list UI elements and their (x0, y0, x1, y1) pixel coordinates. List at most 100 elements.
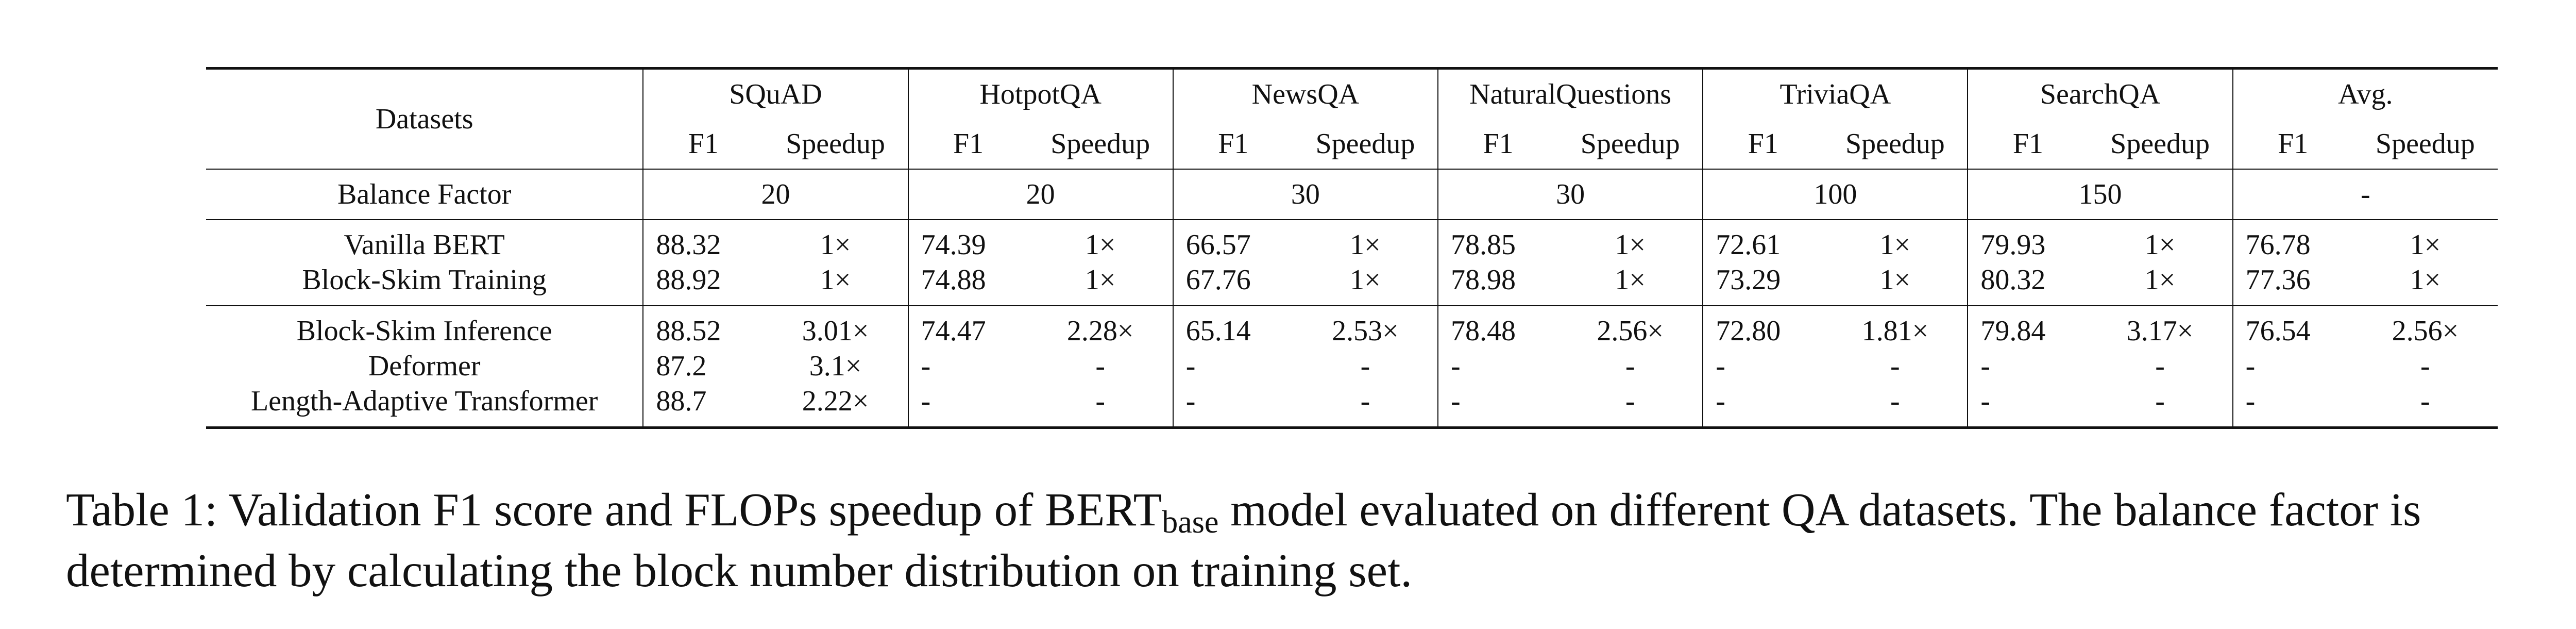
row-label: Vanilla BERT (206, 219, 643, 263)
metric-header-speedup: Speedup (2375, 127, 2475, 160)
speedup-cell: 1× (2352, 219, 2498, 263)
row-label: Block-Skim Inference (206, 305, 643, 349)
f1-cell: - (2232, 384, 2353, 428)
speedup-cell: 1× (1558, 219, 1703, 263)
speedup-cell: - (1625, 350, 1635, 382)
results-table-container: Datasets SQuAD HotpotQA NewsQA NaturalQu… (206, 67, 2498, 429)
baseline-rows-group: Vanilla BERT 88.32 1× 74.39 1× 66.57 1× 78.85 1×… (206, 219, 2498, 306)
speedup-cell: 2.22× (802, 385, 869, 418)
f1-cell: - (1702, 348, 1823, 384)
f1-cell: 78.48 (1437, 305, 1558, 349)
speedup-cell: 1× (1879, 264, 1911, 296)
speedup-cell: 1× (1084, 264, 1116, 296)
f1-cell: - (1967, 384, 2088, 428)
f1-cell: - (1172, 384, 1293, 428)
speedup-cell: 3.01× (763, 305, 908, 349)
f1-cell: - (907, 348, 1028, 384)
metric-header-speedup: Speedup (1580, 127, 1680, 160)
f1-cell: 78.98 (1437, 262, 1558, 306)
balance-factor-cell: 150 (1967, 169, 2233, 220)
speedup-cell: 1× (1028, 219, 1173, 263)
speedup-cell: 1× (763, 219, 908, 263)
f1-cell: 66.57 (1172, 219, 1293, 263)
balance-factor-cell: 100 (1702, 169, 1968, 220)
f1-cell: 76.54 (2232, 305, 2353, 349)
metric-header-speedup: Speedup (786, 127, 885, 160)
f1-cell: 78.85 (1437, 219, 1558, 263)
dataset-header-newsqa: NewsQA (1172, 68, 1438, 119)
balance-factor-cell: 30 (1172, 169, 1438, 220)
f1-cell: - (1437, 348, 1558, 384)
f1-cell: 65.14 (1172, 305, 1293, 349)
table-caption: Table 1: Validation F1 score and FLOPs s… (66, 479, 2576, 602)
f1-cell: 88.92 (642, 262, 764, 306)
balance-factor-row: Balance Factor 20 20 30 30 100 150 - (206, 169, 2498, 220)
speedup-cell: 1× (2410, 264, 2441, 296)
speedup-cell: 2.56× (2352, 305, 2498, 349)
f1-cell: 74.39 (907, 219, 1028, 263)
inference-rows-group: Block-Skim Inference 88.52 3.01× 74.47 2.28×… (206, 305, 2498, 428)
speedup-cell: - (1625, 385, 1635, 418)
metric-header-f1: F1 (1702, 119, 1823, 169)
speedup-cell: - (1095, 385, 1106, 418)
caption-suffix: model evaluated on different QA datasets… (66, 484, 2421, 597)
balance-factor-cell: 20 (642, 169, 908, 220)
header-row-metrics: F1 Speedup F1 Speedup F1 Speedup F1 Spee… (206, 119, 2498, 169)
metric-header-f1: F1 (1172, 119, 1293, 169)
speedup-cell: - (2155, 385, 2165, 418)
f1-cell: 72.80 (1702, 305, 1823, 349)
f1-cell: - (907, 384, 1028, 428)
f1-cell: 77.36 (2232, 262, 2353, 306)
f1-cell: 76.78 (2232, 219, 2353, 263)
speedup-cell: - (1360, 385, 1370, 418)
dataset-header-triviaqa: TriviaQA (1702, 68, 1968, 119)
metric-header-speedup: Speedup (1050, 127, 1150, 160)
row-label: Block-Skim Training (302, 264, 547, 296)
speedup-cell: - (1095, 350, 1106, 382)
speedup-cell: 1× (1350, 264, 1381, 296)
table-row: Vanilla BERT 88.32 1× 74.39 1× 66.57 1× 78.85 1×… (206, 219, 2498, 263)
speedup-cell: 1× (1823, 219, 1968, 263)
f1-cell: 80.32 (1967, 262, 2088, 306)
f1-cell: - (1437, 384, 1558, 428)
f1-cell: 72.61 (1702, 219, 1823, 263)
speedup-cell: 1.81× (1823, 305, 1968, 349)
speedup-cell: - (2420, 350, 2430, 382)
f1-cell: - (2232, 348, 2353, 384)
speedup-cell: 2.56× (1558, 305, 1703, 349)
speedup-cell: 2.53× (1293, 305, 1438, 349)
f1-cell: 79.84 (1967, 305, 2088, 349)
f1-cell: 88.32 (642, 219, 764, 263)
table-row: Length-Adaptive Transformer 88.7 2.22× - - - -… (206, 384, 2498, 428)
dataset-header-squad: SQuAD (642, 68, 908, 119)
metric-header-f1: F1 (642, 119, 764, 169)
metric-header-f1: F1 (1437, 119, 1558, 169)
dataset-header-naturalquestions: NaturalQuestions (1437, 68, 1703, 119)
f1-cell: 67.76 (1172, 262, 1293, 306)
table-row: Deformer 87.2 3.1× - - - - - - - - - - - - (206, 348, 2498, 384)
speedup-cell: - (1360, 350, 1370, 382)
speedup-cell: 3.17× (2088, 305, 2233, 349)
speedup-cell: - (1890, 385, 1900, 418)
speedup-cell: 2.28× (1028, 305, 1173, 349)
f1-cell: - (1172, 348, 1293, 384)
f1-cell: 73.29 (1702, 262, 1823, 306)
row-label: Deformer (368, 350, 481, 382)
f1-cell: 88.7 (642, 384, 764, 428)
balance-factor-cell: - (2232, 169, 2498, 220)
metric-header-f1: F1 (2232, 119, 2353, 169)
dataset-header-searchqa: SearchQA (1967, 68, 2233, 119)
results-table: Datasets SQuAD HotpotQA NewsQA NaturalQu… (206, 67, 2498, 429)
header-row-datasets: Datasets SQuAD HotpotQA NewsQA NaturalQu… (206, 68, 2498, 135)
f1-cell: 79.93 (1967, 219, 2088, 263)
metric-header-f1: F1 (907, 119, 1028, 169)
caption-prefix: Table 1: Validation F1 score and FLOPs s… (66, 484, 1162, 536)
balance-factor-label: Balance Factor (206, 169, 643, 220)
speedup-cell: - (2420, 385, 2430, 418)
datasets-header: Datasets (375, 103, 473, 135)
row-label: Length-Adaptive Transformer (250, 385, 598, 418)
table-row: Block-Skim Inference 88.52 3.01× 74.47 2.28×… (206, 305, 2498, 349)
metric-header-speedup: Speedup (1315, 127, 1415, 160)
speedup-cell: 1× (2088, 219, 2233, 263)
f1-cell: 74.47 (907, 305, 1028, 349)
